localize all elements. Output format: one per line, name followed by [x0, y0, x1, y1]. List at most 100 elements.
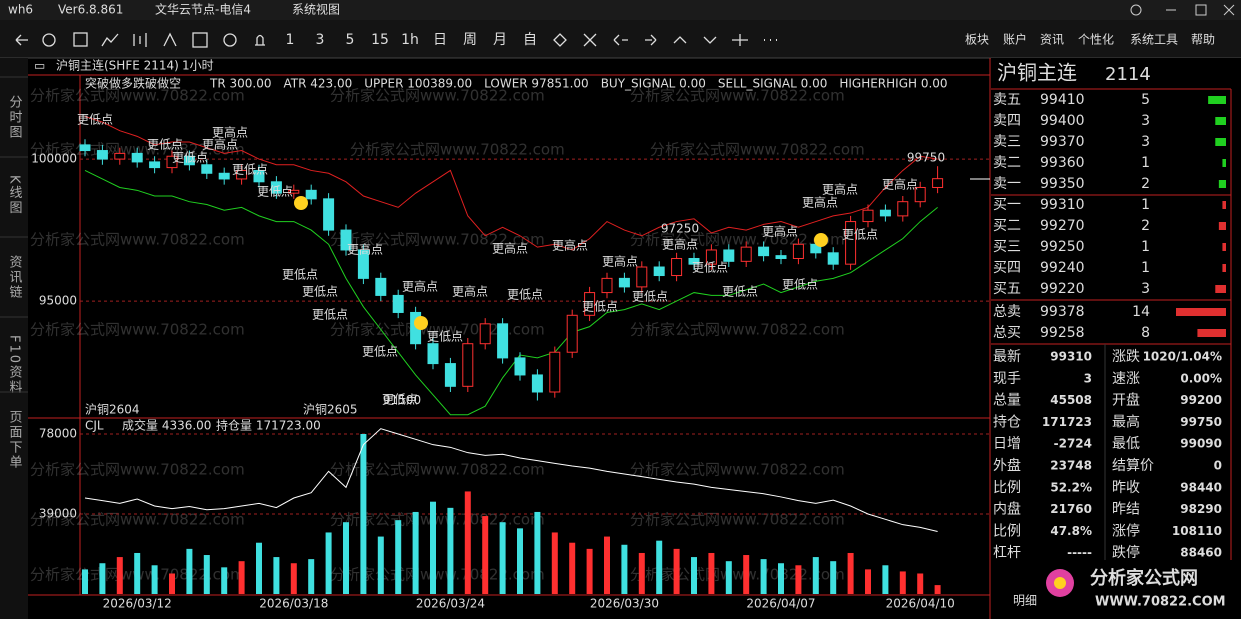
view-menu[interactable]: 系统视图	[292, 2, 340, 17]
stat-label: 比例	[993, 480, 1021, 496]
book-price: 99350	[1040, 176, 1085, 192]
side-tab[interactable]: 页面下单	[7, 410, 23, 470]
volume-bar	[116, 557, 123, 594]
book-label: 卖一	[993, 176, 1021, 192]
expand-icon[interactable]	[732, 34, 748, 46]
volume-bar	[621, 544, 628, 594]
book-price: 99378	[1040, 304, 1085, 320]
stat-value: 1020/1.04%	[1143, 350, 1222, 364]
stat-label: 日增	[993, 436, 1021, 452]
menu-item[interactable]: 资讯	[1040, 33, 1064, 47]
menu-item[interactable]: 个性化	[1078, 33, 1114, 47]
lower-point: 更低点	[842, 228, 878, 242]
watermark-text: 分析家公式网www.70822.com	[330, 461, 545, 479]
candle-body	[392, 294, 404, 313]
help-button[interactable]	[1130, 4, 1142, 16]
period-button[interactable]: 1	[286, 32, 295, 48]
stat-label: 总量	[993, 393, 1021, 409]
f10-icon[interactable]	[192, 32, 208, 48]
stat-label: 最低	[1112, 436, 1140, 452]
book-label: 买三	[993, 239, 1021, 255]
period-button[interactable]: 月	[493, 32, 507, 48]
menu-item[interactable]: 系统工具	[1130, 33, 1178, 47]
x-tick-label: 2026/04/07	[746, 597, 815, 611]
stat-label: 比例	[993, 523, 1021, 539]
zoom-icon[interactable]	[553, 33, 567, 47]
maximize[interactable]	[1195, 4, 1207, 16]
side-tab[interactable]: F10资料	[7, 335, 23, 395]
book-price: 99410	[1040, 92, 1085, 108]
period-button[interactable]: 周	[463, 32, 477, 48]
upper-band	[84, 115, 938, 251]
lower-point: 更低点	[722, 285, 758, 299]
volume-bar	[743, 555, 750, 594]
candle-body	[79, 144, 91, 152]
right-icon[interactable]	[645, 34, 657, 46]
period-button[interactable]: 3	[316, 32, 325, 48]
kline-icon[interactable]	[133, 33, 147, 47]
side-tab[interactable]: K线图	[7, 175, 23, 216]
indicator-param: TR 300.00	[209, 77, 271, 91]
down-icon[interactable]	[703, 36, 717, 44]
close[interactable]	[1223, 4, 1235, 16]
side-tab[interactable]: 分时图	[7, 95, 23, 140]
lower-point: 更低点	[232, 163, 268, 177]
candle-body	[775, 255, 787, 259]
volume-bar	[99, 563, 106, 594]
candle-body	[758, 246, 770, 257]
stat-value: 108110	[1172, 524, 1222, 538]
volume-bar	[569, 542, 576, 594]
candle-body	[96, 150, 108, 160]
period-button[interactable]: 自	[523, 32, 537, 48]
candle-body	[201, 164, 213, 174]
alert-icon[interactable]	[255, 34, 265, 46]
left-icon[interactable]	[613, 34, 628, 46]
menu-item[interactable]: 帮助	[1191, 33, 1215, 47]
list-icon[interactable]	[73, 32, 88, 47]
back-icon[interactable]	[15, 34, 28, 46]
book-bar	[1215, 285, 1226, 293]
menu-item[interactable]: 板块	[965, 33, 989, 47]
book-price: 99258	[1040, 325, 1085, 341]
volume-bar	[760, 559, 767, 594]
volume-bar	[169, 573, 175, 594]
cloud-icon[interactable]	[223, 33, 237, 47]
candle-body	[653, 266, 665, 277]
period-button[interactable]: 5	[346, 32, 355, 48]
period[interactable]: 1小时	[182, 59, 214, 73]
stat-value: 98290	[1180, 502, 1222, 516]
book-label: 买一	[993, 197, 1021, 213]
x-tick-label: 2026/03/30	[590, 597, 659, 611]
volume-bar	[273, 557, 280, 594]
up-icon[interactable]	[673, 36, 687, 44]
indicator-param: UPPER 100389.00	[364, 77, 472, 91]
candle-body	[723, 249, 735, 262]
cross-icon[interactable]	[583, 33, 597, 47]
watermark-text: 分析家公式网www.70822.com	[350, 141, 565, 159]
volume-bar	[256, 542, 262, 594]
book-label: 卖四	[993, 113, 1021, 129]
volume-bar	[934, 585, 941, 594]
draw-icon[interactable]	[163, 32, 177, 47]
book-label: 卖二	[993, 155, 1021, 171]
volume-bar	[882, 565, 889, 594]
menu-item[interactable]: 账户	[1003, 32, 1027, 47]
candle-body	[531, 374, 543, 393]
period-button[interactable]: 1h	[401, 32, 419, 48]
y-tick-label: 100000	[31, 152, 77, 166]
stat-value: 99090	[1180, 437, 1222, 451]
book-label: 总买	[993, 325, 1021, 341]
side-tab[interactable]: 资讯链	[7, 255, 23, 300]
book-qty: 3	[1141, 281, 1150, 297]
quote-panel	[991, 58, 1241, 619]
refresh-icon[interactable]	[42, 33, 56, 47]
period-button[interactable]: 日	[433, 32, 447, 48]
detail-tab[interactable]: 明细	[1013, 594, 1037, 608]
stat-value: 99200	[1180, 393, 1222, 407]
higher-point: 更高点	[762, 224, 798, 239]
period-button[interactable]: 15	[371, 32, 389, 48]
indicator-param: ATR 423.00	[283, 77, 352, 91]
line-icon[interactable]	[101, 33, 119, 47]
book-bar	[1197, 329, 1226, 337]
book-bar	[1208, 96, 1226, 104]
